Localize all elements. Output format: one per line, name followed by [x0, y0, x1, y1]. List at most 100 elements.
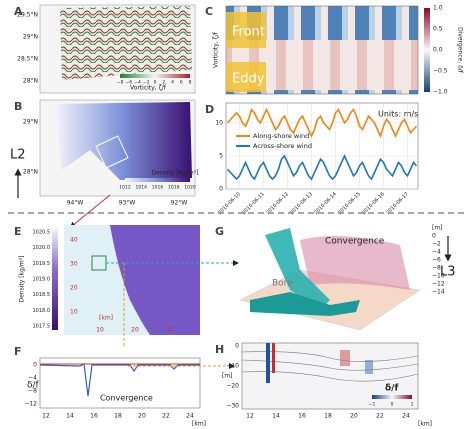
eddy-label: Eddy [232, 72, 265, 87]
y-tick: −8 [28, 388, 37, 395]
vorticity-map [60, 6, 192, 80]
x-tick: 12 [246, 413, 254, 420]
z-tick: 0 [432, 233, 436, 240]
x-tick: 14 [272, 413, 280, 420]
colorbar-tick: 6 [180, 80, 183, 86]
x-tick: 22 [162, 413, 170, 420]
colorbar-tick: 4 [171, 80, 174, 86]
plot-frame [225, 102, 419, 190]
x-tick: 10 [96, 327, 104, 334]
colorbar-tick: 0.0 [433, 47, 443, 54]
colorbar-tick: −1 [369, 402, 376, 408]
y-tick: −20 [226, 383, 239, 390]
colorbar [424, 8, 430, 92]
bore-label: Bore [272, 279, 293, 289]
x-tick: 30 [166, 327, 174, 334]
panel-label: C [205, 5, 213, 18]
patch [365, 360, 373, 374]
eddy-box [226, 62, 266, 92]
lat-tick: 29.5°N [17, 12, 38, 19]
colorbar-tick: −1.0 [433, 89, 448, 96]
z-unit: [m] [432, 225, 443, 232]
colorbar-tick: 1018.0 [33, 308, 51, 314]
panel-label: A [14, 5, 23, 18]
colorbar-tick: 1019.0 [33, 277, 51, 283]
y-tick-label: 5 [219, 152, 223, 159]
bore-surface [265, 228, 330, 310]
x-tick: 16 [90, 413, 98, 420]
convergence-band [266, 343, 270, 383]
z-tick: −12 [432, 281, 445, 288]
y-label: Vorticity, ζ/f [213, 31, 220, 68]
zoom-box [95, 135, 129, 169]
colorbar-tick: 1020 [184, 185, 196, 191]
colorbar-tick: −2 [143, 80, 150, 86]
colorbar-tick: 1017.5 [33, 324, 51, 330]
colorbar-tick: −6 [125, 80, 132, 86]
colorbar-tick: −0.5 [433, 68, 448, 75]
x-tick: 12 [42, 413, 50, 420]
colorbar-tick: 8 [189, 80, 192, 86]
colorbar-tick: 1020.0 [33, 245, 51, 251]
light-water [64, 225, 150, 335]
lat-tick: 29°N [23, 119, 38, 126]
y-tick: −4 [28, 375, 37, 382]
z-tick: −10 [432, 273, 445, 280]
x-tick: 20 [138, 413, 146, 420]
colorbar-tick: 1018 [168, 185, 180, 191]
divergence-band [272, 343, 275, 373]
bore-front [250, 292, 360, 316]
x-tick: 18 [324, 413, 332, 420]
colorbar-tick: 2 [162, 80, 165, 86]
z-tick: −6 [432, 257, 441, 264]
density-map [55, 102, 192, 180]
z-tick: −4 [432, 249, 441, 256]
x-unit: [km] [192, 421, 206, 428]
x-tick-label: 2010-06-14 [313, 191, 338, 216]
lat-tick: 29°N [23, 34, 38, 41]
y-tick: 40 [70, 237, 78, 244]
legend-label: Across-shore wind [253, 142, 312, 150]
colorbar [52, 228, 58, 330]
x-tick: 22 [376, 413, 384, 420]
colorbar-label: Density [kg/m³] [152, 170, 199, 177]
lon-tick: 94°W [67, 200, 84, 207]
lon-tick: 92°W [171, 200, 188, 207]
zoom-arrow [69, 194, 111, 228]
panel-label: E [14, 225, 22, 238]
y-tick: 30 [70, 261, 78, 268]
colorbar [120, 74, 190, 78]
colorbar-tick: −8 [117, 80, 124, 86]
panel-label: H [215, 343, 224, 356]
x-tick: 18 [114, 413, 122, 420]
y-label: δ/f [27, 381, 40, 391]
panel-label: G [215, 225, 224, 238]
z-tick: −8 [432, 265, 441, 272]
colorbar-label: Density [kg/m³] [19, 256, 26, 303]
colorbar-tick: 1019.5 [33, 261, 51, 267]
patch [340, 350, 350, 366]
colorbar-label: δ/f [385, 384, 398, 394]
colorbar-tick: 1016 [152, 185, 164, 191]
x-tick: 16 [298, 413, 306, 420]
colorbar-label: Divergence, δ/f [457, 27, 464, 74]
y-tick-label: 10 [215, 119, 223, 126]
y-tick: −12 [24, 401, 37, 408]
lat-tick: 28°N [23, 169, 38, 176]
legend-label: Along-shore wind [253, 132, 309, 140]
lon-tick: 93°W [119, 200, 136, 207]
colorbar-tick: 1020.5 [33, 230, 51, 236]
level-label: L2 [10, 148, 26, 163]
y-unit: [m] [222, 373, 233, 380]
colorbar-tick: 1014 [136, 185, 148, 191]
y-tick: 10 [70, 309, 78, 316]
y-tick: −10 [226, 363, 239, 370]
x-tick: 14 [66, 413, 74, 420]
y-tick: −30 [226, 403, 239, 410]
z-tick: −14 [432, 289, 445, 296]
front-label: Front [232, 25, 265, 40]
colorbar-tick: 0 [154, 80, 157, 86]
panel-label: B [14, 100, 22, 113]
colorbar [125, 178, 190, 182]
lat-tick: 28°N [23, 78, 38, 85]
